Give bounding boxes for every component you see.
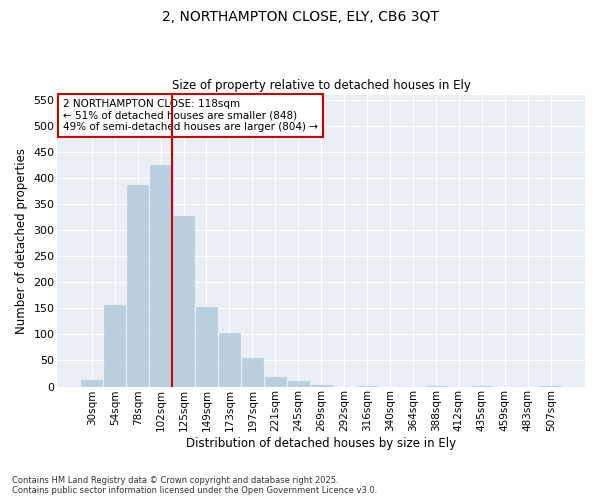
- Bar: [173, 216, 194, 386]
- Bar: [104, 304, 125, 386]
- Bar: [219, 333, 240, 386]
- Bar: [150, 165, 171, 386]
- Bar: [82, 380, 102, 386]
- Text: 2 NORTHAMPTON CLOSE: 118sqm
← 51% of detached houses are smaller (848)
49% of se: 2 NORTHAMPTON CLOSE: 118sqm ← 51% of det…: [63, 99, 318, 132]
- Text: 2, NORTHAMPTON CLOSE, ELY, CB6 3QT: 2, NORTHAMPTON CLOSE, ELY, CB6 3QT: [161, 10, 439, 24]
- Bar: [242, 358, 263, 386]
- Title: Size of property relative to detached houses in Ely: Size of property relative to detached ho…: [172, 79, 470, 92]
- Bar: [265, 377, 286, 386]
- Bar: [311, 385, 332, 386]
- Y-axis label: Number of detached properties: Number of detached properties: [15, 148, 28, 334]
- Bar: [127, 186, 148, 386]
- Bar: [196, 308, 217, 386]
- Text: Contains HM Land Registry data © Crown copyright and database right 2025.
Contai: Contains HM Land Registry data © Crown c…: [12, 476, 377, 495]
- Bar: [288, 382, 308, 386]
- X-axis label: Distribution of detached houses by size in Ely: Distribution of detached houses by size …: [186, 437, 456, 450]
